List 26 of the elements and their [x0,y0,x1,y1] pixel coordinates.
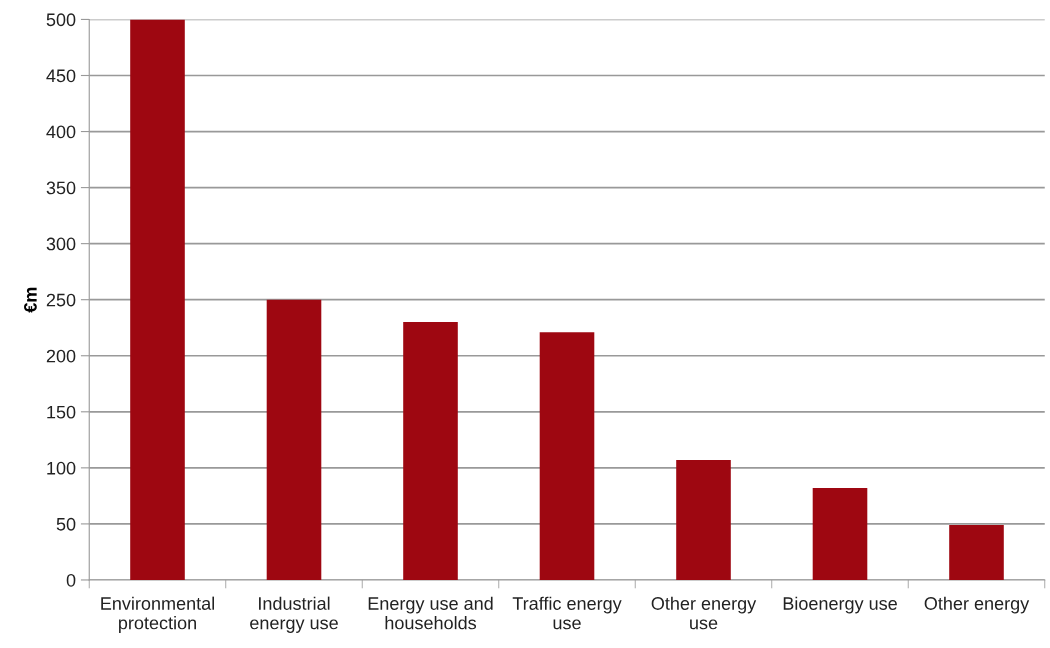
bar [539,332,595,580]
x-tick-label: Bioenergy use [783,596,897,614]
y-tick-label: 300 [46,237,76,251]
y-tick-label: 250 [46,293,76,307]
bar [676,460,731,580]
bar [403,322,458,580]
x-tick-label: Environmental protection [101,596,214,633]
x-tick-label: Industrial energy use [250,596,338,633]
bar [130,19,185,580]
y-tick-label: 50 [56,517,76,531]
y-tick-label: 100 [47,461,76,475]
y-tick-label: 200 [46,349,76,363]
y-tick-label: 350 [46,181,76,195]
x-tick-label: Energy use and households [368,596,493,630]
y-tick-label: 500 [46,13,76,27]
y-tick-label: 0 [66,573,76,587]
y-tick-label: 400 [46,125,76,139]
y-axis-title: €m [24,287,37,313]
bar [266,299,322,580]
bar [812,488,868,580]
x-tick-label: Traffic energy use [512,596,622,630]
x-tick-label: Other energy [924,596,1030,614]
bar [949,525,1004,580]
x-tick-label: Other energy use [651,596,757,630]
y-tick-label: 450 [46,69,76,83]
y-tick-label: 150 [47,405,76,419]
